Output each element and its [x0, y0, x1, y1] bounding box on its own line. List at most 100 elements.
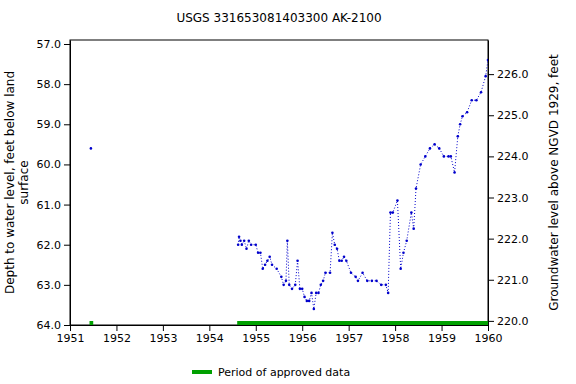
data-point — [338, 259, 341, 262]
data-point — [257, 251, 260, 254]
data-point — [294, 284, 297, 287]
data-point — [315, 292, 318, 295]
data-point — [443, 155, 446, 158]
tick-label: 225.0 — [497, 109, 529, 122]
data-point — [340, 259, 343, 262]
data-point — [371, 280, 374, 283]
axis-line — [70, 41, 71, 326]
tick-label: 1954 — [196, 332, 224, 345]
data-point — [375, 280, 378, 283]
tick: 60.0 — [37, 158, 71, 171]
data-point — [361, 272, 364, 275]
tick-mark — [70, 325, 71, 331]
axis-line — [71, 325, 489, 326]
data-point — [487, 59, 488, 62]
tick-mark — [488, 280, 494, 281]
data-point — [280, 276, 283, 279]
data-point — [466, 111, 469, 114]
title: USGS 331653081403300 AK-2100 — [176, 11, 381, 25]
tick: 59.0 — [37, 118, 71, 131]
tick-mark — [64, 44, 70, 45]
y2-axis-title: Groundwater level above NGVD 1929, feet — [547, 54, 561, 311]
tick: 1959 — [428, 325, 456, 345]
tick-label: 224.0 — [497, 150, 529, 163]
tick-mark — [488, 239, 494, 240]
tick: 63.0 — [37, 279, 71, 292]
data-point — [419, 163, 422, 166]
data-point — [459, 123, 462, 126]
tick-mark — [488, 115, 494, 116]
data-point — [282, 284, 285, 287]
tick: 1956 — [289, 325, 317, 345]
data-point — [266, 259, 269, 262]
data-point — [310, 292, 313, 295]
legend: Period of approved data — [192, 366, 350, 379]
data-point — [238, 235, 241, 238]
tick: 62.0 — [37, 239, 71, 252]
tick-label: 62.0 — [37, 239, 62, 252]
data-point — [291, 288, 294, 291]
data-point — [329, 272, 332, 275]
data-point — [385, 284, 388, 287]
data-point — [475, 99, 478, 102]
data-point — [261, 268, 264, 271]
data-point — [306, 300, 309, 303]
tick-mark — [64, 124, 70, 125]
tick-label: 1952 — [103, 332, 131, 345]
data-point — [470, 99, 473, 102]
data-point — [275, 268, 278, 271]
tick: 61.0 — [37, 199, 71, 212]
tick: 223.0 — [488, 192, 529, 205]
tick-mark — [64, 325, 70, 326]
chart: 1951 1952 1953 1954 1955 1956 1957 1958 1959 1960… — [0, 0, 576, 384]
data-point — [320, 284, 323, 287]
tick-mark — [64, 164, 70, 165]
data-point — [313, 308, 316, 311]
series-line — [91, 60, 488, 309]
data-point — [412, 227, 415, 230]
data-point — [389, 211, 392, 214]
data-point — [308, 300, 311, 303]
data-point — [285, 280, 288, 283]
tick-mark — [442, 325, 443, 331]
tick-mark — [488, 321, 494, 322]
data-point — [331, 231, 334, 234]
data-point — [450, 155, 453, 158]
tick-label: 221.0 — [497, 274, 529, 287]
data-point — [248, 239, 251, 242]
tick-mark — [64, 205, 70, 206]
tick-mark — [302, 325, 303, 331]
tick: 1957 — [335, 325, 363, 345]
tick: 220.0 — [488, 315, 529, 328]
plot-frame — [70, 40, 488, 325]
tick-label: 1955 — [242, 332, 270, 345]
data-point — [343, 255, 346, 258]
x-axis: 1951 1952 1953 1954 1955 1956 1957 1958 1959 1960 — [57, 325, 503, 345]
y-axis-title-line: surface — [17, 160, 31, 204]
tick-label: 60.0 — [37, 158, 62, 171]
data-point — [245, 247, 248, 250]
tick-mark — [64, 84, 70, 85]
tick-mark — [116, 325, 117, 331]
tick: 1954 — [196, 325, 224, 345]
tick-label: 226.0 — [497, 68, 529, 81]
tick: 1952 — [103, 325, 131, 345]
data-point — [286, 239, 289, 242]
tick-mark — [209, 325, 210, 331]
data-point — [461, 115, 464, 118]
data-point — [301, 288, 304, 291]
tick-mark — [488, 325, 489, 331]
tick-label: 1953 — [149, 332, 177, 345]
tick: 222.0 — [488, 233, 529, 246]
data-point — [322, 280, 325, 283]
tick-mark — [349, 325, 350, 331]
tick: 1958 — [382, 325, 410, 345]
data-point — [336, 247, 339, 250]
tick: 1960 — [475, 325, 503, 345]
data-point — [357, 280, 360, 283]
tick-label: 1951 — [57, 332, 85, 345]
data-point — [243, 239, 246, 242]
tick: 64.0 — [37, 319, 71, 332]
approved-period — [237, 321, 488, 325]
data-point — [366, 280, 369, 283]
